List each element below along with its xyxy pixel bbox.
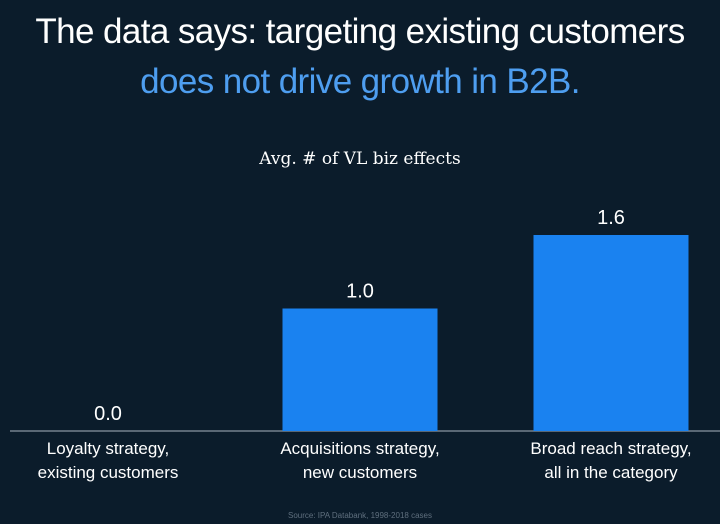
bar-1	[282, 308, 438, 431]
data-label-2: 1.6	[597, 207, 625, 229]
bar-2	[533, 235, 689, 431]
data-label-0: 0.0	[94, 403, 122, 425]
category-label-loyalty: Loyalty strategy, existing customers	[3, 437, 213, 485]
category-label-line-2: existing customers	[37, 462, 179, 482]
data-label-1: 1.0	[346, 281, 374, 303]
chart-title: Avg. # of VL biz effects	[259, 149, 461, 169]
source-note: Source: IPA Databank, 1998-2018 cases	[288, 511, 432, 520]
category-label-line-1: Acquisitions strategy,	[280, 439, 440, 458]
category-label-line-2: all in the category	[544, 462, 678, 482]
category-label-broad-reach: Broad reach strategy, all in the categor…	[506, 437, 716, 485]
category-label-acquisitions: Acquisitions strategy, new customers	[255, 437, 465, 485]
headline-line-1: The data says: targeting existing custom…	[35, 12, 685, 51]
category-label-line-1: Loyalty strategy,	[46, 439, 170, 458]
category-label-line-2: new customers	[302, 462, 418, 482]
category-label-line-1: Broad reach strategy,	[530, 439, 692, 458]
headline-line-2: does not drive growth in B2B.	[140, 62, 580, 101]
